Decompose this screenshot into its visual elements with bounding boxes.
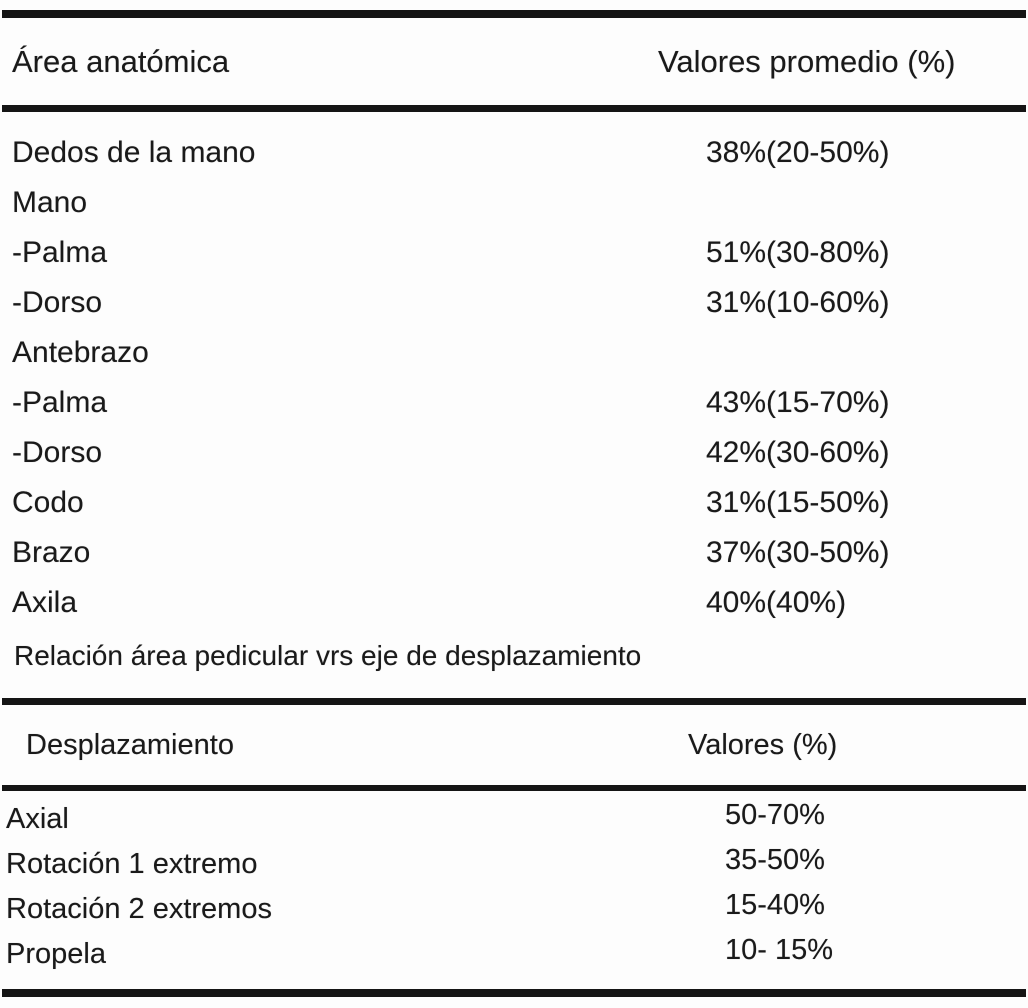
row-label: -Dorso (12, 286, 103, 319)
row-value: 51%(30-80%) (706, 236, 890, 269)
row-label: -Dorso (12, 436, 103, 469)
table2-top-rule (2, 698, 1026, 705)
row-label: Mano (12, 186, 88, 219)
table1-footnote: Relación área pedicular vrs eje de despl… (14, 640, 642, 671)
table2-body: Axial 50-70% Rotación 1 extremo 35-50% R… (0, 791, 1028, 977)
row-value: 31%(10-60%) (706, 286, 890, 319)
table-row: Dedos de la mano 38%(20-50%) (0, 128, 1028, 178)
table-row: -Dorso 42%(30-60%) (0, 428, 1028, 478)
row-label: Propela (6, 938, 106, 970)
row-label: Brazo (12, 536, 91, 569)
table2-bottom-rule (2, 989, 1026, 997)
row-value: 50-70% (725, 799, 825, 831)
table-row: Axila 40%(40%) (0, 578, 1028, 628)
table-row: -Dorso 31%(10-60%) (0, 278, 1028, 328)
row-label: Dedos de la mano (12, 136, 256, 169)
table1-header-rule (2, 105, 1026, 112)
table-row: Propela 10- 15% (0, 932, 1028, 977)
table2-header-rule (2, 785, 1026, 791)
table-row: -Palma 43%(15-70%) (0, 378, 1028, 428)
row-value: 40%(40%) (706, 586, 847, 619)
row-label: Axila (12, 586, 78, 619)
row-label: -Palma (12, 386, 108, 419)
table2-header-desplazamiento: Desplazamiento (26, 728, 234, 761)
row-label: Rotación 1 extremo (6, 848, 258, 880)
row-value: 10- 15% (725, 934, 834, 966)
table2-header-values: Valores (%) (688, 728, 838, 761)
table-row: Antebrazo (0, 328, 1028, 378)
table1-header-values: Valores promedio (%) (658, 43, 956, 79)
table-row: Rotación 2 extremos 15-40% (0, 887, 1028, 932)
table1-body: Dedos de la mano 38%(20-50%) Mano -Palma… (0, 112, 1028, 628)
table-row: Codo 31%(15-50%) (0, 478, 1028, 528)
row-value: 15-40% (725, 889, 825, 921)
row-label: Axial (6, 803, 69, 835)
table-row: Axial 50-70% (0, 797, 1028, 842)
table2-header-row: Desplazamiento Valores (%) (0, 705, 1028, 785)
row-value: 38%(20-50%) (706, 136, 890, 169)
table-row: Mano (0, 178, 1028, 228)
row-value: 31%(15-50%) (706, 486, 890, 519)
table-row: -Palma 51%(30-80%) (0, 228, 1028, 278)
table1-header-area: Área anatómica (12, 43, 230, 79)
row-label: -Palma (12, 236, 108, 269)
row-value: 42%(30-60%) (706, 436, 890, 469)
row-value: 43%(15-70%) (706, 386, 890, 419)
table1-header-row: Área anatómica Valores promedio (%) (0, 18, 1028, 105)
row-label: Rotación 2 extremos (6, 893, 272, 925)
row-label: Antebrazo (12, 336, 149, 369)
spacer (0, 678, 1028, 698)
table-row: Brazo 37%(30-50%) (0, 528, 1028, 578)
row-value: 35-50% (725, 844, 825, 876)
row-value: 37%(30-50%) (706, 536, 890, 569)
row-label: Codo (12, 486, 84, 519)
table1-top-rule (2, 10, 1026, 18)
table-row: Rotación 1 extremo 35-50% (0, 842, 1028, 887)
